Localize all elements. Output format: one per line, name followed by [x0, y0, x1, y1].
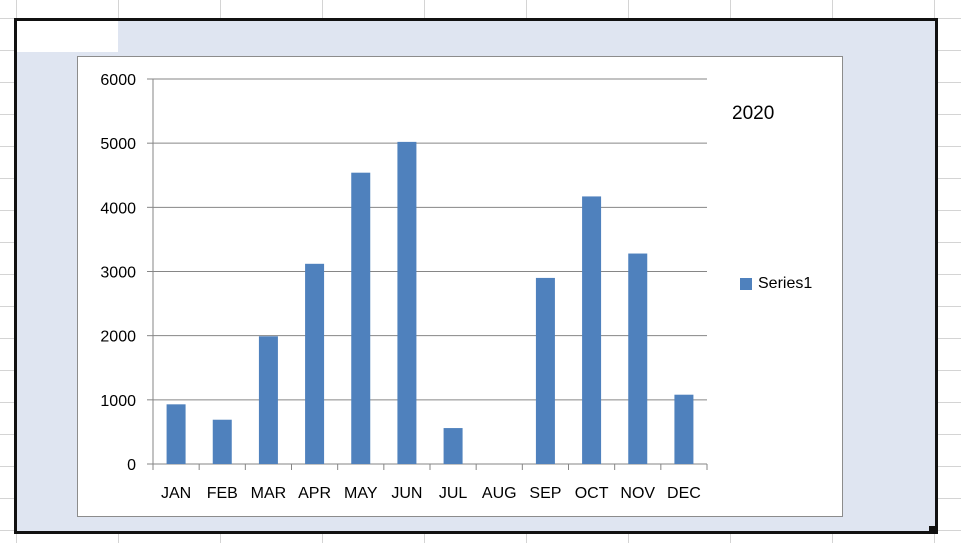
fill-handle[interactable]	[929, 526, 935, 532]
bar-jun[interactable]	[397, 141, 417, 464]
bar-apr[interactable]	[305, 263, 325, 464]
bar-mar[interactable]	[258, 336, 278, 464]
y-tick-label-6: 6000	[100, 72, 136, 89]
bar-jan[interactable]	[166, 404, 186, 464]
y-tick-label-4: 4000	[100, 200, 136, 217]
y-tick-label-5: 5000	[100, 136, 136, 153]
legend-swatch	[740, 278, 752, 290]
chart-area[interactable]: 0 1000 2000 3000 4000 5000 6000 JAN FEB MAR APR MAY…	[77, 56, 843, 517]
bar-chart-plot: 0 1000 2000 3000 4000 5000 6000 JAN FEB MAR APR MAY…	[100, 72, 708, 502]
bar-feb[interactable]	[212, 419, 232, 464]
x-tick-label-may: MAY	[344, 485, 378, 502]
x-tick-label-jan: JAN	[161, 485, 191, 502]
y-tick-label-1: 1000	[100, 393, 136, 410]
x-tick-label-dec: DEC	[667, 485, 701, 502]
legend-label-series1: Series1	[758, 275, 813, 292]
x-tick-label-apr: APR	[298, 485, 331, 502]
x-tick-label-mar: MAR	[251, 485, 287, 502]
bar-dec[interactable]	[674, 394, 694, 464]
bar-oct[interactable]	[582, 196, 602, 465]
x-tick-label-nov: NOV	[620, 485, 655, 502]
x-tick-label-oct: OCT	[575, 485, 609, 502]
legend[interactable]: Series1	[740, 275, 812, 293]
bar-nov[interactable]	[628, 253, 648, 464]
active-cell[interactable]	[17, 21, 118, 52]
x-tick-label-jul: JUL	[439, 485, 468, 502]
bar-jul[interactable]	[443, 428, 463, 464]
y-tick-label-2: 2000	[100, 329, 136, 346]
bar-may[interactable]	[351, 172, 371, 464]
y-tick-label-3: 3000	[100, 265, 136, 282]
y-tick-label-0: 0	[127, 457, 136, 474]
x-tick-label-jun: JUN	[391, 485, 422, 502]
x-tick-label-sep: SEP	[529, 485, 561, 502]
x-tick-label-feb: FEB	[207, 485, 238, 502]
chart-title[interactable]: 2020	[732, 103, 775, 124]
x-tick-label-aug: AUG	[482, 485, 517, 502]
bar-sep[interactable]	[535, 277, 555, 464]
